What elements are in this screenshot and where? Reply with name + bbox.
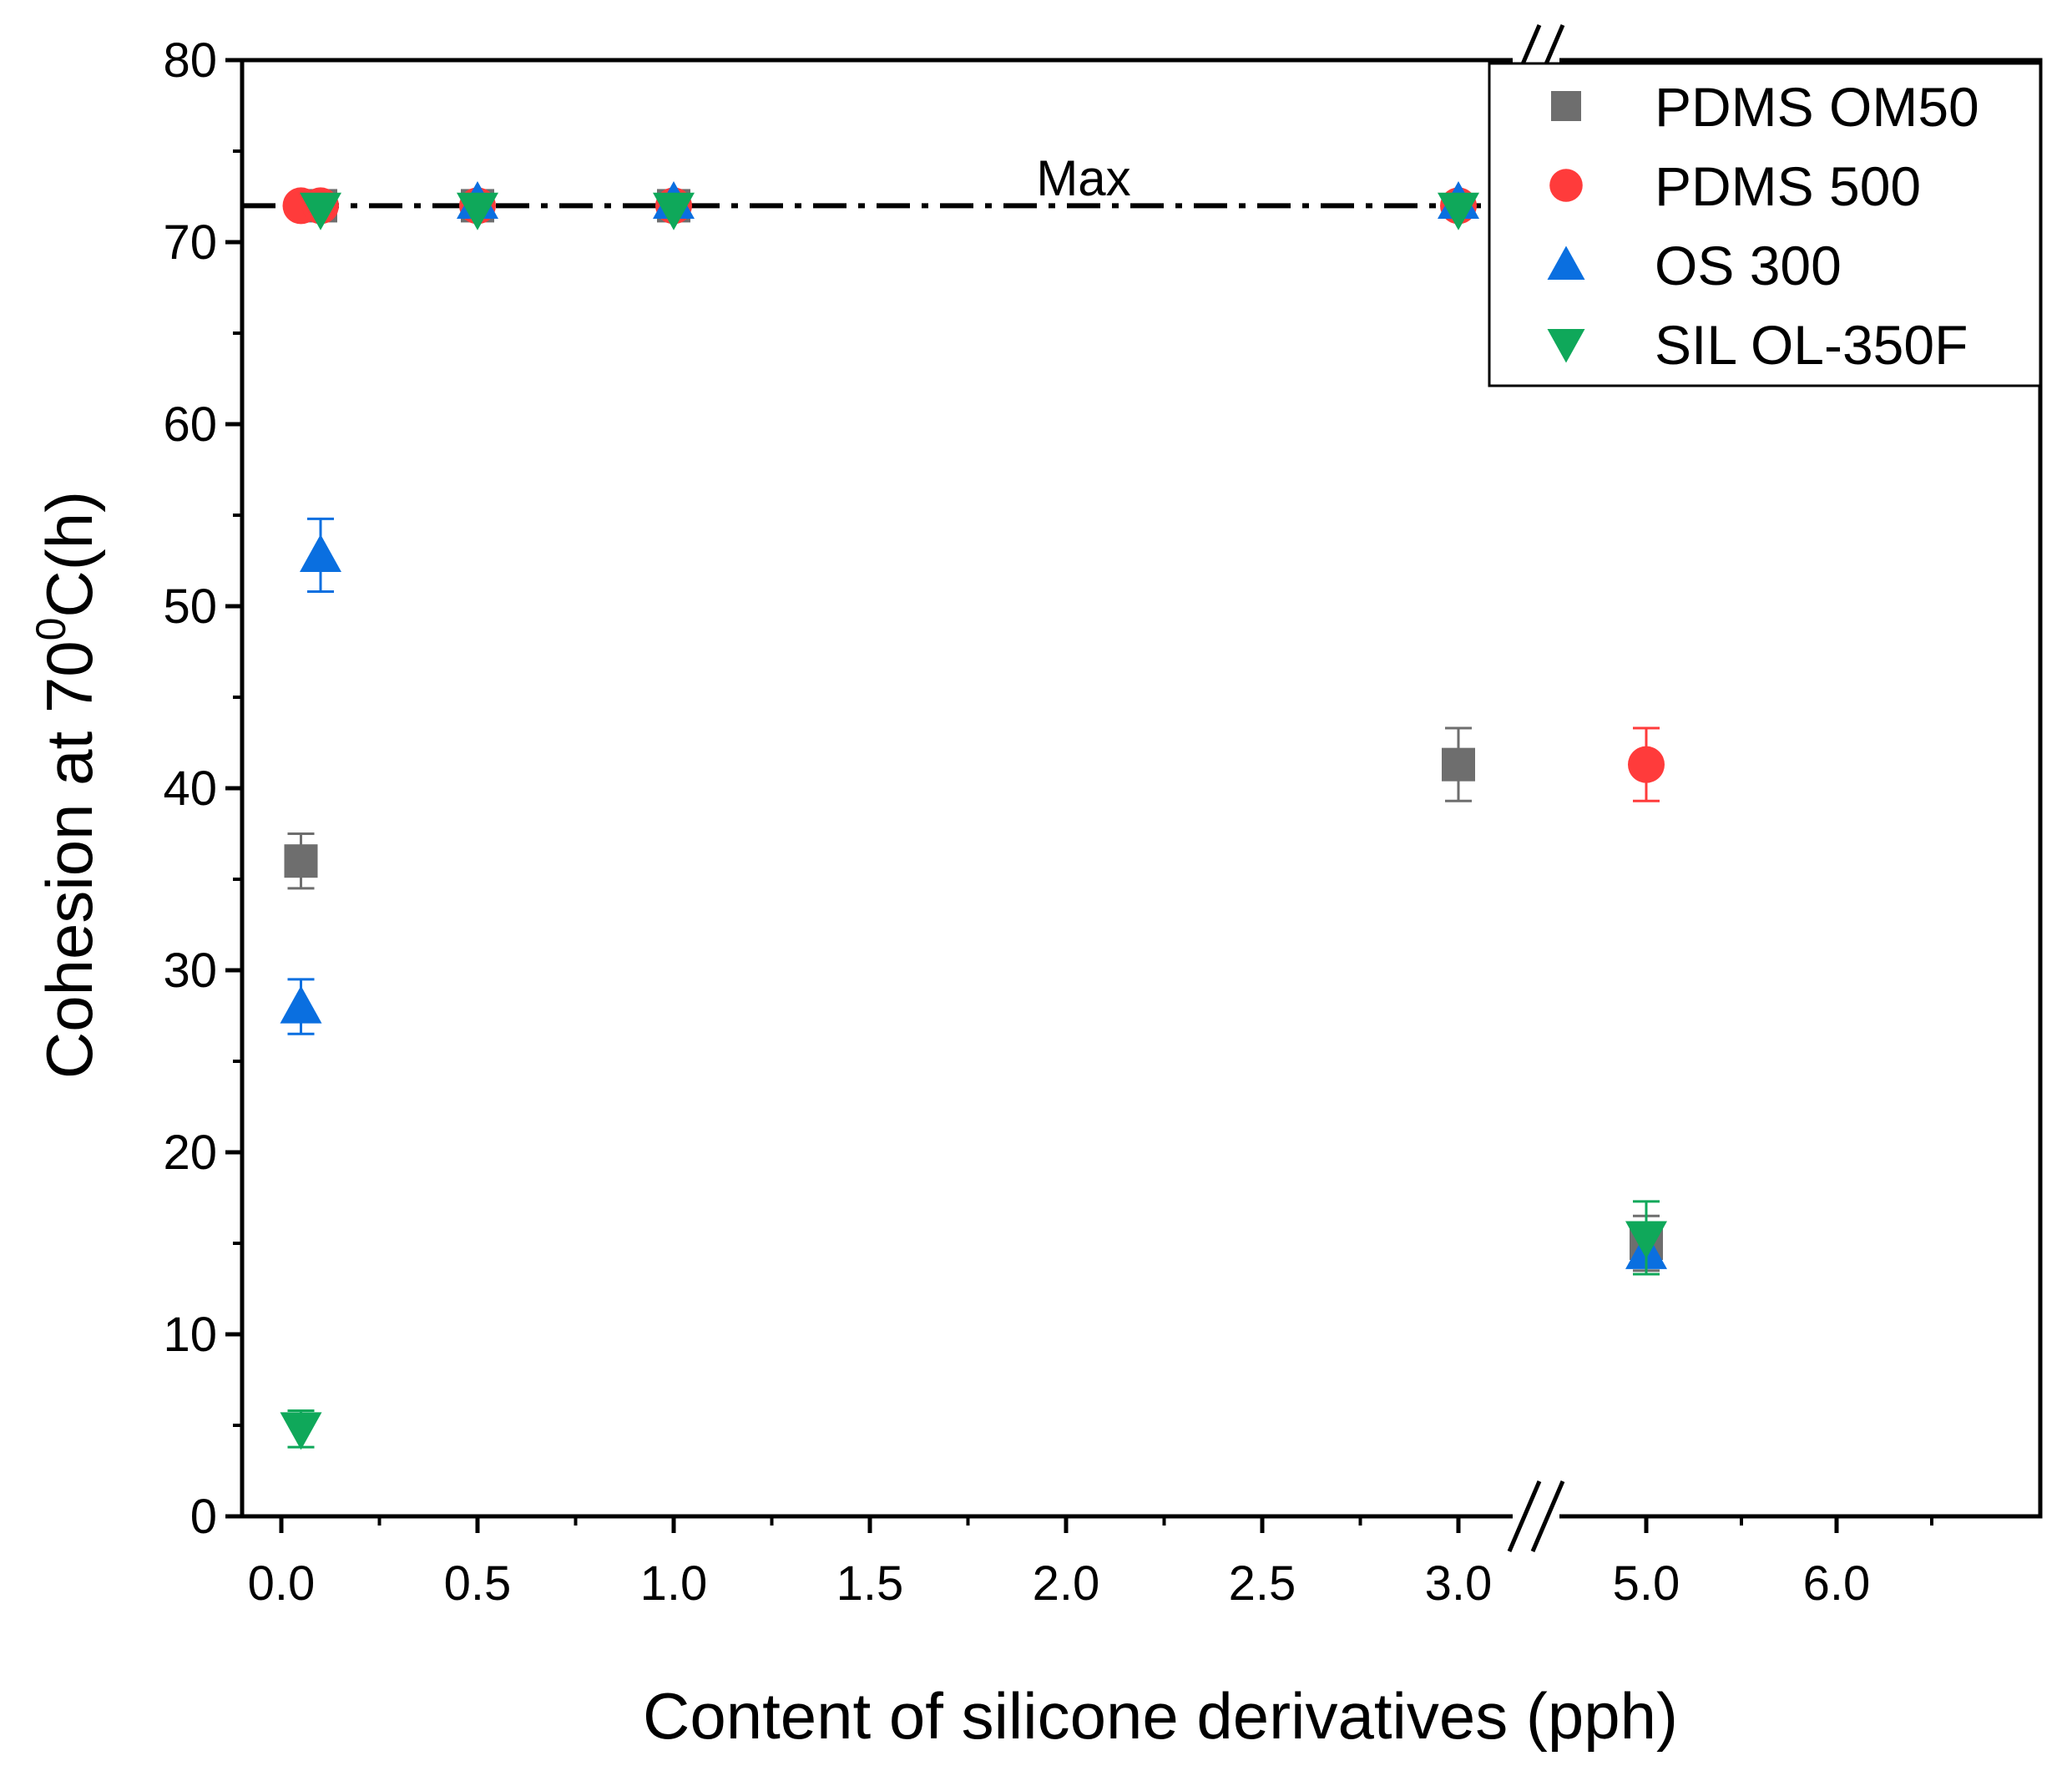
x-tick-label: 1.0	[640, 1556, 708, 1611]
axis-break-mark	[1530, 1480, 1565, 1552]
data-point	[300, 192, 341, 230]
data-point	[1438, 192, 1479, 230]
x-tick-label: 2.5	[1229, 1556, 1296, 1611]
x-tick-label: 1.5	[836, 1556, 904, 1611]
x-tick-label: 0.5	[444, 1556, 512, 1611]
legend-label: OS 300	[1655, 235, 1842, 296]
data-point	[457, 192, 498, 230]
legend-marker	[1547, 245, 1585, 280]
legend-items: PDMS OM50 PDMS 500 OS 300 SIL OL-350F	[1547, 76, 1979, 376]
y-tick-label: 60	[163, 397, 217, 452]
legend-marker	[1547, 329, 1585, 363]
data-point	[300, 534, 341, 572]
x-tick-label: 5.0	[1613, 1556, 1680, 1611]
data-point	[284, 844, 318, 878]
legend: PDMS OM50 PDMS 500 OS 300 SIL OL-350F	[1488, 62, 2042, 387]
axes: 0 10 20 30 40 50 60 70 80 0.0 0.5 1.0 1.5 2.0 2.5 3.0 5.…	[163, 24, 2043, 1611]
data-point	[280, 985, 322, 1024]
legend-marker	[1551, 91, 1581, 121]
axis-break-mark	[1507, 1480, 1542, 1552]
y-axis-title-suffix: C(h)	[33, 491, 106, 618]
x-tick-label: 2.0	[1033, 1556, 1100, 1611]
series-sil-ol-350f	[280, 192, 1667, 1450]
data-point	[280, 1412, 322, 1450]
y-tick-label: 20	[163, 1126, 217, 1180]
y-axis-title: Cohesion at 700C(h)	[28, 491, 106, 1079]
y-tick-label: 30	[163, 944, 217, 998]
x-tick-label: 6.0	[1803, 1556, 1871, 1611]
y-axis-title-main: Cohesion at 70	[33, 640, 106, 1079]
x-axis-title: Content of silicone derivatives (pph)	[643, 1679, 1678, 1753]
series-pdms-500	[282, 187, 1665, 802]
y-tick-label: 50	[163, 579, 217, 634]
legend-label: PDMS OM50	[1655, 76, 1979, 138]
y-tick-label: 80	[163, 33, 217, 88]
y-axis-title-superscript: 0	[28, 618, 74, 641]
data-point	[1442, 747, 1475, 782]
y-tick-label: 70	[163, 215, 217, 270]
max-line-label: Max	[1036, 150, 1130, 206]
x-tick-label: 3.0	[1425, 1556, 1493, 1611]
data-point	[653, 192, 695, 230]
legend-label: PDMS 500	[1655, 155, 1921, 217]
y-tick-label: 10	[163, 1308, 217, 1362]
y-tick-label: 0	[190, 1490, 217, 1544]
data-point	[1628, 746, 1665, 783]
legend-marker	[1549, 169, 1583, 202]
data-series	[280, 181, 1667, 1450]
data-point	[1625, 1221, 1667, 1259]
x-tick-label: 0.0	[248, 1556, 316, 1611]
y-tick-label: 40	[163, 762, 217, 816]
legend-label: SIL OL-350F	[1655, 314, 1968, 376]
series-pdms-om50	[284, 189, 1663, 1273]
